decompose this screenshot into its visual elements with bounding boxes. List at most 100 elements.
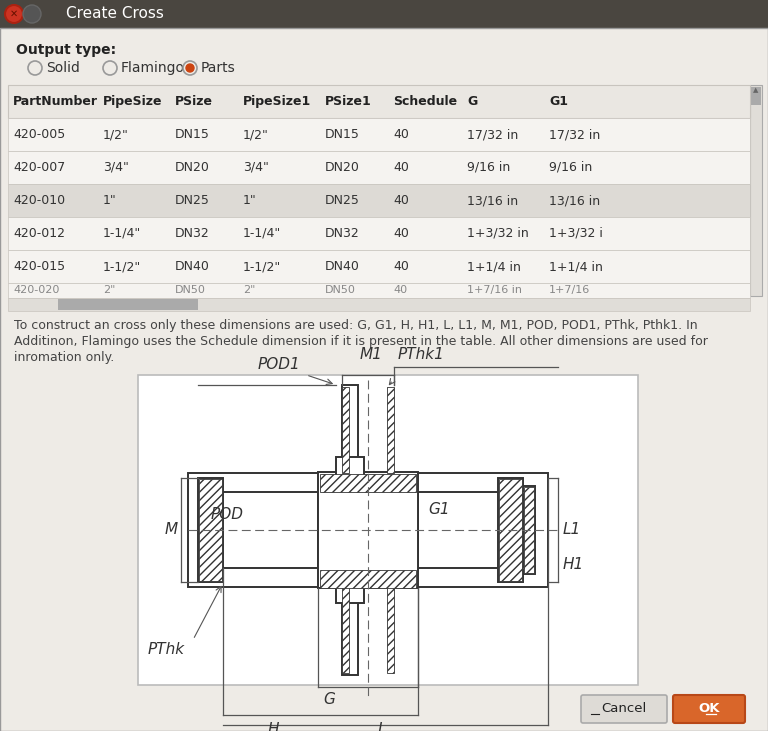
Text: PipeSize: PipeSize bbox=[103, 95, 163, 108]
Text: DN32: DN32 bbox=[325, 227, 359, 240]
Bar bbox=[342, 385, 358, 475]
Text: DN25: DN25 bbox=[325, 194, 360, 207]
Text: Additinon, Flamingo uses the Schedule dimension if it is present in the table. A: Additinon, Flamingo uses the Schedule di… bbox=[14, 335, 708, 348]
Bar bbox=[750, 85, 762, 296]
Text: 40: 40 bbox=[393, 285, 407, 295]
Bar bbox=[499, 479, 522, 581]
Text: 1+3/32 in: 1+3/32 in bbox=[467, 227, 528, 240]
Text: 2": 2" bbox=[243, 285, 256, 295]
Text: 1/2": 1/2" bbox=[243, 128, 269, 141]
Bar bbox=[336, 457, 364, 486]
Circle shape bbox=[103, 61, 117, 75]
Text: Create Cross: Create Cross bbox=[66, 7, 164, 21]
Text: PartNumber: PartNumber bbox=[13, 95, 98, 108]
Text: 420-015: 420-015 bbox=[13, 260, 65, 273]
Bar bbox=[387, 387, 394, 473]
Text: 1+3/32 i: 1+3/32 i bbox=[549, 227, 603, 240]
Bar bbox=[8, 85, 750, 118]
Text: 40: 40 bbox=[393, 128, 409, 141]
Text: DN25: DN25 bbox=[175, 194, 210, 207]
Text: 1+7/16: 1+7/16 bbox=[549, 285, 591, 295]
Bar bbox=[8, 151, 750, 184]
Bar bbox=[318, 471, 418, 588]
Text: 1": 1" bbox=[243, 194, 257, 207]
Bar bbox=[198, 478, 223, 582]
Bar bbox=[8, 250, 750, 283]
Circle shape bbox=[186, 64, 194, 72]
Text: 13/16 in: 13/16 in bbox=[467, 194, 518, 207]
Bar bbox=[199, 479, 222, 581]
Circle shape bbox=[183, 61, 197, 75]
Text: DN15: DN15 bbox=[325, 128, 360, 141]
Text: ✕: ✕ bbox=[10, 9, 18, 19]
Bar bbox=[387, 587, 394, 673]
Text: Output type:: Output type: bbox=[16, 43, 116, 57]
Text: DN20: DN20 bbox=[325, 161, 360, 174]
Text: 13/16 in: 13/16 in bbox=[549, 194, 600, 207]
Text: 420-010: 420-010 bbox=[13, 194, 65, 207]
Bar bbox=[8, 217, 750, 250]
Circle shape bbox=[23, 5, 41, 23]
Text: 2": 2" bbox=[103, 285, 115, 295]
Text: L1: L1 bbox=[563, 523, 581, 537]
Text: DN40: DN40 bbox=[325, 260, 360, 273]
Bar bbox=[8, 184, 750, 217]
Bar bbox=[188, 473, 548, 587]
Text: DN15: DN15 bbox=[175, 128, 210, 141]
Bar bbox=[336, 577, 364, 603]
Bar bbox=[342, 587, 349, 673]
Text: 1/2": 1/2" bbox=[103, 128, 129, 141]
Text: PSize1: PSize1 bbox=[325, 95, 372, 108]
Bar bbox=[0, 0, 768, 28]
Text: OK: OK bbox=[698, 702, 720, 716]
Text: 1-1/4": 1-1/4" bbox=[243, 227, 281, 240]
Text: Schedule: Schedule bbox=[393, 95, 457, 108]
Text: ▲: ▲ bbox=[753, 87, 759, 93]
Text: PipeSize1: PipeSize1 bbox=[243, 95, 311, 108]
Text: 17/32 in: 17/32 in bbox=[467, 128, 518, 141]
FancyBboxPatch shape bbox=[673, 695, 745, 723]
Text: M1: M1 bbox=[360, 347, 383, 363]
Text: 420-007: 420-007 bbox=[13, 161, 65, 174]
Text: DN50: DN50 bbox=[325, 285, 356, 295]
Text: Solid: Solid bbox=[46, 61, 80, 75]
Text: 40: 40 bbox=[393, 260, 409, 273]
Bar bbox=[320, 570, 416, 588]
Bar bbox=[58, 299, 198, 310]
Circle shape bbox=[5, 5, 23, 23]
Text: 1-1/2": 1-1/2" bbox=[243, 260, 281, 273]
Text: PThk1: PThk1 bbox=[398, 347, 445, 363]
Text: POD: POD bbox=[211, 507, 244, 523]
Text: DN32: DN32 bbox=[175, 227, 210, 240]
Text: DN40: DN40 bbox=[175, 260, 210, 273]
Bar bbox=[8, 283, 750, 298]
Text: H: H bbox=[268, 722, 280, 731]
Text: 9/16 in: 9/16 in bbox=[549, 161, 592, 174]
Bar bbox=[418, 492, 528, 568]
Text: 3/4": 3/4" bbox=[103, 161, 129, 174]
Text: 17/32 in: 17/32 in bbox=[549, 128, 601, 141]
Text: 1-1/2": 1-1/2" bbox=[103, 260, 141, 273]
Text: 420-020: 420-020 bbox=[13, 285, 59, 295]
Text: G1: G1 bbox=[549, 95, 568, 108]
Text: Parts: Parts bbox=[201, 61, 236, 75]
Text: DN20: DN20 bbox=[175, 161, 210, 174]
Text: G1: G1 bbox=[428, 502, 449, 518]
Bar bbox=[342, 585, 358, 675]
Text: To construct an cross only these dimensions are used: G, G1, H, H1, L, L1, M, M1: To construct an cross only these dimensi… bbox=[14, 319, 697, 332]
Bar bbox=[320, 474, 416, 492]
Bar bbox=[223, 492, 318, 568]
Bar bbox=[498, 478, 523, 582]
Text: 420-012: 420-012 bbox=[13, 227, 65, 240]
Text: PSize: PSize bbox=[175, 95, 213, 108]
Text: 1+1/4 in: 1+1/4 in bbox=[467, 260, 521, 273]
Text: G: G bbox=[323, 692, 335, 708]
Text: 1+1/4 in: 1+1/4 in bbox=[549, 260, 603, 273]
Circle shape bbox=[28, 61, 42, 75]
Text: 40: 40 bbox=[393, 161, 409, 174]
Bar bbox=[8, 298, 750, 311]
Text: H1: H1 bbox=[563, 557, 584, 572]
Text: Flamingo: Flamingo bbox=[121, 61, 185, 75]
Bar bbox=[524, 487, 534, 573]
Bar bbox=[8, 118, 750, 151]
